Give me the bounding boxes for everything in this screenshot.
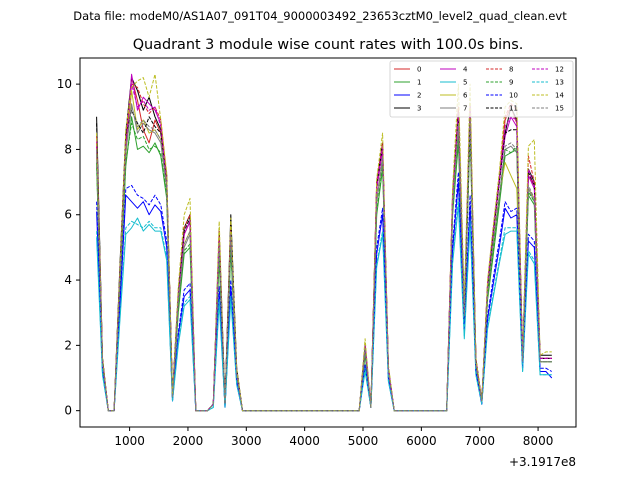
y-tick-label: 6	[64, 208, 72, 222]
legend-label: 5	[463, 79, 467, 87]
legend-label: 15	[555, 105, 564, 113]
x-tick-label: 7000	[464, 434, 495, 448]
y-tick-label: 4	[64, 273, 72, 287]
x-tick-label: 1000	[114, 434, 145, 448]
legend-label: 11	[509, 105, 518, 113]
legend-label: 14	[555, 92, 564, 100]
legend-label: 13	[555, 79, 564, 87]
x-offset-label: +3.1917e8	[509, 455, 576, 469]
legend-label: 1	[417, 79, 421, 87]
y-tick-label: 8	[64, 142, 72, 156]
legend-frame	[389, 60, 574, 118]
x-tick-label: 2000	[173, 434, 204, 448]
legend-label: 6	[463, 92, 468, 100]
series-line-14	[96, 73, 552, 412]
series-line-13	[96, 197, 552, 412]
x-tick-label: 4000	[289, 434, 320, 448]
legend-label: 8	[509, 66, 513, 74]
x-axis: 1000 2000 3000 4000 5000 6000 7000 8000	[114, 427, 553, 448]
legend-label: 10	[509, 92, 518, 100]
y-tick-label: 10	[57, 77, 72, 91]
plot-area	[96, 73, 553, 412]
legend-label: 9	[509, 79, 513, 87]
x-tick-label: 5000	[348, 434, 379, 448]
y-axis: 0 2 4 6 8 10	[57, 77, 80, 418]
axes-frame	[79, 57, 577, 428]
x-tick-label: 8000	[523, 434, 554, 448]
legend-label: 12	[555, 66, 564, 74]
legend-label: 0	[417, 66, 421, 74]
x-tick-label: 6000	[406, 434, 437, 448]
legend-label: 4	[463, 66, 468, 74]
chart-suptitle: Data file: modeM0/AS1A07_091T04_90000034…	[73, 9, 567, 23]
y-tick-label: 2	[64, 338, 72, 352]
legend-label: 2	[417, 92, 421, 100]
y-tick-label: 0	[64, 404, 72, 418]
legend-label: 3	[417, 105, 421, 113]
chart-title: Quadrant 3 module wise count rates with …	[133, 37, 524, 53]
legend-label: 7	[463, 105, 467, 113]
x-tick-label: 3000	[231, 434, 262, 448]
